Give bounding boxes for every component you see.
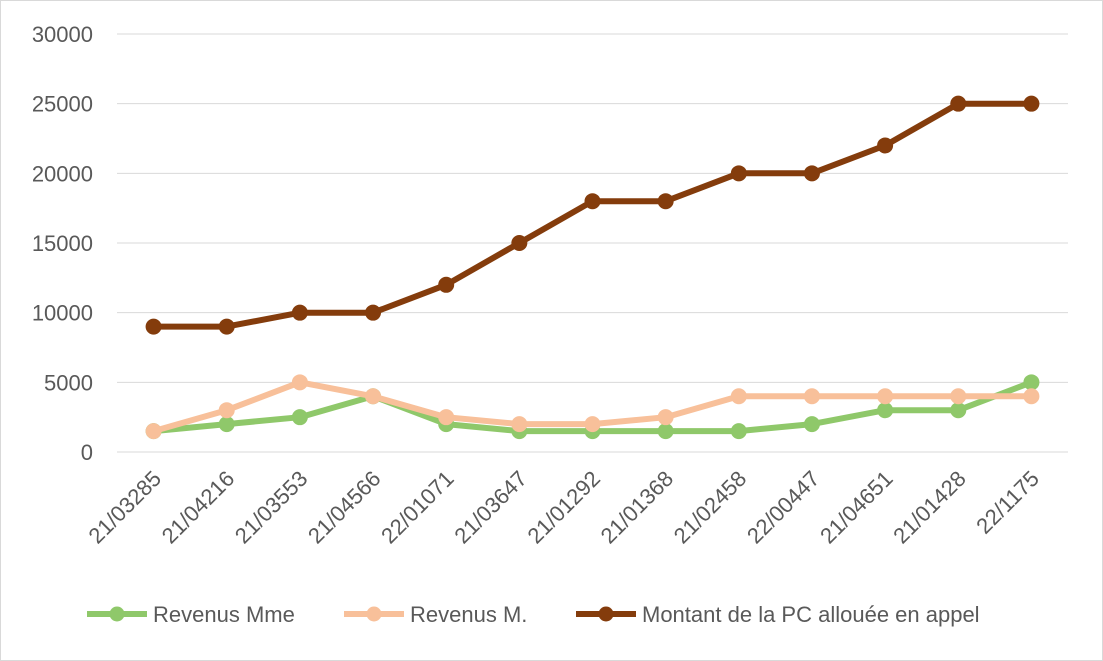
x-tick-label: 21/04566 [303,466,386,549]
y-tick-label: 25000 [32,92,93,117]
y-tick-label: 10000 [32,301,93,326]
data-point [657,423,674,440]
x-tick-label: 21/02458 [669,466,752,549]
legend-item-1: Revenus Mme [87,602,295,627]
data-point [145,423,162,440]
legend: Revenus Mme Revenus M. Montant de la PC al… [87,602,980,627]
data-point [803,165,820,182]
legend-item-2: Revenus M. [344,602,527,627]
data-point [218,402,235,419]
series-group [145,95,1040,440]
series-3 [145,95,1040,335]
y-tick-label: 15000 [32,231,93,256]
data-point [730,165,747,182]
x-tick-label: 21/03553 [230,466,313,549]
legend-label: Revenus Mme [153,602,295,627]
data-point [365,304,382,321]
x-tick-label: 21/01428 [888,466,971,549]
legend-swatch-marker [598,606,614,622]
data-point [365,388,382,405]
x-tick-label: 22/00447 [742,466,825,549]
data-point [291,409,308,426]
data-point [657,193,674,210]
x-tick-label: 21/04216 [157,466,240,549]
x-tick-label: 21/04651 [815,466,898,549]
series-line [150,100,1035,330]
x-tick-label: 21/03647 [449,466,532,549]
data-point [438,409,455,426]
data-point [950,402,967,419]
x-tick-label: 22/1175 [971,466,1044,539]
legend-label: Revenus M. [410,602,527,627]
data-point [511,235,528,251]
data-point [1023,95,1040,112]
data-point [438,276,455,293]
data-point [291,374,308,391]
x-tick-label: 22/01071 [376,466,459,549]
legend-swatch-marker [366,606,382,622]
data-point [657,409,674,426]
data-point [218,416,235,433]
data-point [511,416,528,433]
data-point [1023,374,1040,391]
legend-item-3: Montant de la PC allouée en appel [576,602,980,627]
data-point [950,388,967,405]
data-point [584,416,601,433]
data-point [218,318,235,335]
x-tick-label: 21/03285 [84,466,167,549]
y-tick-label: 5000 [44,370,93,395]
x-tick-label: 21/01368 [596,466,679,549]
data-point [1023,388,1040,405]
data-point [730,423,747,440]
legend-swatch-marker [109,606,125,622]
data-point [803,416,820,433]
y-tick-label: 30000 [32,22,93,47]
data-point [877,137,894,154]
series-2 [145,374,1040,440]
data-point [803,388,820,405]
legend-label: Montant de la PC allouée en appel [642,602,980,627]
y-tick-label: 0 [81,440,93,465]
data-point [730,388,747,405]
data-point [877,402,894,419]
grid-lines [117,33,1068,453]
data-point [291,304,308,321]
x-tick-label: 21/01292 [522,466,605,549]
data-point [877,388,894,405]
data-point [950,95,967,112]
data-point [584,193,601,210]
y-axis-ticks: 0 5000 10000 15000 20000 25000 30000 [32,22,93,465]
data-point [145,318,162,335]
x-axis-ticks: 21/0328521/0421621/0355321/0456622/01071… [84,466,1044,549]
y-tick-label: 20000 [32,161,93,186]
